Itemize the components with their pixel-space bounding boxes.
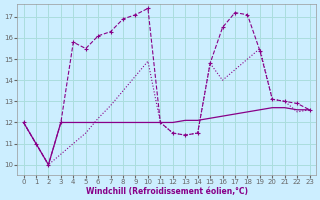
X-axis label: Windchill (Refroidissement éolien,°C): Windchill (Refroidissement éolien,°C) xyxy=(85,187,248,196)
